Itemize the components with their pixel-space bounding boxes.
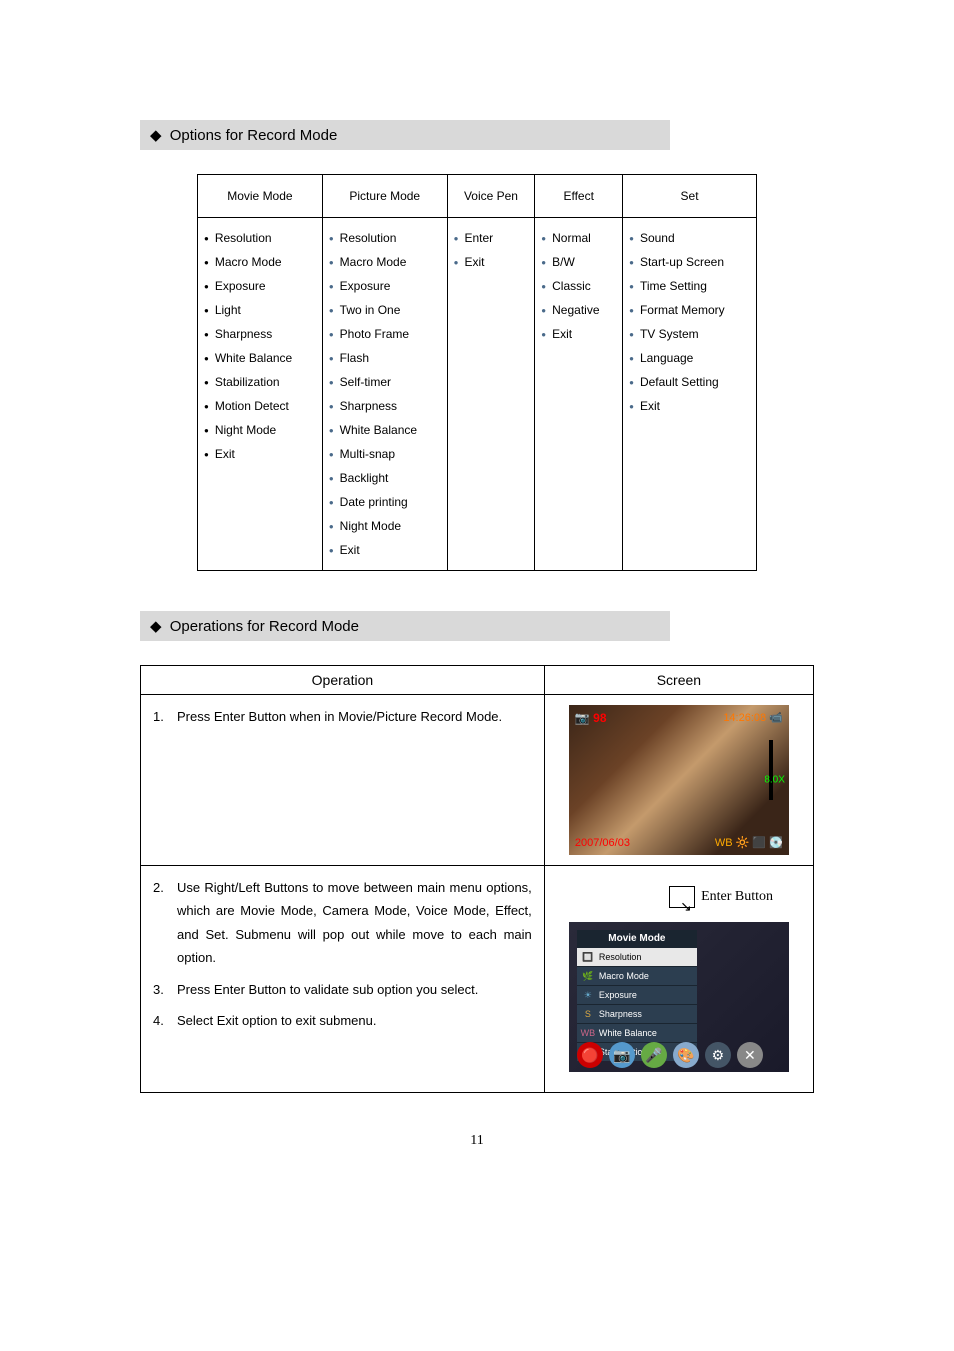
mode-icon: 🔴 xyxy=(577,1042,603,1068)
option-item: White Balance xyxy=(329,418,441,442)
option-item: Exit xyxy=(329,538,441,562)
option-item: Light xyxy=(204,298,316,322)
option-item: Language xyxy=(629,346,750,370)
header-screen: Screen xyxy=(544,666,813,695)
icon-strip: 🔴📷🎤🎨⚙✕ xyxy=(577,1042,763,1068)
menu-item: 🔲Resolution xyxy=(577,947,697,966)
option-item: Night Mode xyxy=(204,418,316,442)
col-movie: ResolutionMacro ModeExposureLightSharpne… xyxy=(198,218,323,571)
menu-item: WBWhite Balance xyxy=(577,1023,697,1042)
header-movie: Movie Mode xyxy=(198,175,323,218)
col-effect: NormalB/WClassicNegativeExit xyxy=(535,218,623,571)
option-item: Classic xyxy=(541,274,616,298)
screen1-top-left: 📷 98 xyxy=(575,711,607,725)
operations-table: Operation Screen 1.Press Enter Button wh… xyxy=(140,665,814,1093)
enter-button-text: Enter Button xyxy=(701,889,773,905)
option-item: TV System xyxy=(629,322,750,346)
option-item: Motion Detect xyxy=(204,394,316,418)
option-item: Exposure xyxy=(329,274,441,298)
col-set: SoundStart-up ScreenTime SettingFormat M… xyxy=(623,218,757,571)
screen1-bottom-right: WB 🔆 ⬛ 💽 xyxy=(715,836,783,849)
option-item: Resolution xyxy=(329,226,441,250)
option-item: Sharpness xyxy=(329,394,441,418)
header-operation: Operation xyxy=(141,666,545,695)
operations-section-header: ◆ Operations for Record Mode xyxy=(140,611,670,641)
diamond-icon: ◆ xyxy=(150,617,162,635)
menu-title: Movie Mode xyxy=(577,930,697,947)
option-item: Exit xyxy=(204,442,316,466)
mode-icon: ⚙ xyxy=(705,1042,731,1068)
option-item: Exit xyxy=(629,394,750,418)
step-item: 1.Press Enter Button when in Movie/Pictu… xyxy=(153,705,532,728)
mode-icon: 🎤 xyxy=(641,1042,667,1068)
row2-screen: ↘ Enter Button Movie Mode 🔲Resolution🌿Ma… xyxy=(544,866,813,1093)
option-item: Format Memory xyxy=(629,298,750,322)
menu-item: ☀Exposure xyxy=(577,985,697,1004)
diamond-icon: ◆ xyxy=(150,126,162,144)
option-item: Photo Frame xyxy=(329,322,441,346)
option-item: Default Setting xyxy=(629,370,750,394)
enter-button-icon: ↘ xyxy=(669,886,695,908)
row2-operation: 2.Use Right/Left Buttons to move between… xyxy=(141,866,545,1093)
option-item: Sharpness xyxy=(204,322,316,346)
option-item: Negative xyxy=(541,298,616,322)
option-item: Macro Mode xyxy=(329,250,441,274)
option-item: Stabilization xyxy=(204,370,316,394)
operations-title: Operations for Record Mode xyxy=(170,618,359,635)
option-item: Multi-snap xyxy=(329,442,441,466)
option-item: White Balance xyxy=(204,346,316,370)
option-item: Night Mode xyxy=(329,514,441,538)
menu-item: 🌿Macro Mode xyxy=(577,966,697,985)
menu-item: SSharpness xyxy=(577,1004,697,1023)
screen-preview-1: 📷 98 14:26:08 📹 8.0X 2007/06/03 WB 🔆 ⬛ 💽 xyxy=(569,705,789,855)
screen1-bottom-left: 2007/06/03 xyxy=(575,837,630,849)
col-picture: ResolutionMacro ModeExposureTwo in OnePh… xyxy=(322,218,447,571)
col-voice: EnterExit xyxy=(447,218,535,571)
page-number: 11 xyxy=(140,1133,814,1149)
option-item: Date printing xyxy=(329,490,441,514)
screen1-top-right: 14:26:08 📹 xyxy=(723,711,783,724)
option-item: Self-timer xyxy=(329,370,441,394)
option-item: Enter xyxy=(454,226,529,250)
row1-operation: 1.Press Enter Button when in Movie/Pictu… xyxy=(141,695,545,866)
row1-screen: 📷 98 14:26:08 📹 8.0X 2007/06/03 WB 🔆 ⬛ 💽 xyxy=(544,695,813,866)
header-voice: Voice Pen xyxy=(447,175,535,218)
options-title: Options for Record Mode xyxy=(170,127,338,144)
option-item: Macro Mode xyxy=(204,250,316,274)
header-effect: Effect xyxy=(535,175,623,218)
mode-icon: 🎨 xyxy=(673,1042,699,1068)
option-item: Two in One xyxy=(329,298,441,322)
step-item: 2.Use Right/Left Buttons to move between… xyxy=(153,876,532,970)
screen1-zoom-bar xyxy=(769,740,773,800)
option-item: Exposure xyxy=(204,274,316,298)
step-item: 3.Press Enter Button to validate sub opt… xyxy=(153,978,532,1001)
options-table: Movie Mode Picture Mode Voice Pen Effect… xyxy=(197,174,757,571)
option-item: Start-up Screen xyxy=(629,250,750,274)
header-picture: Picture Mode xyxy=(322,175,447,218)
option-item: Flash xyxy=(329,346,441,370)
mode-icon: 📷 xyxy=(609,1042,635,1068)
enter-button-callout: ↘ Enter Button xyxy=(565,886,773,908)
step-item: 4.Select Exit option to exit submenu. xyxy=(153,1009,532,1032)
option-item: B/W xyxy=(541,250,616,274)
option-item: Backlight xyxy=(329,466,441,490)
mode-icon: ✕ xyxy=(737,1042,763,1068)
option-item: Exit xyxy=(454,250,529,274)
option-item: Sound xyxy=(629,226,750,250)
option-item: Normal xyxy=(541,226,616,250)
header-set: Set xyxy=(623,175,757,218)
options-section-header: ◆ Options for Record Mode xyxy=(140,120,670,150)
screen1-side: 8.0X xyxy=(764,775,785,786)
option-item: Exit xyxy=(541,322,616,346)
option-item: Time Setting xyxy=(629,274,750,298)
option-item: Resolution xyxy=(204,226,316,250)
screen-preview-2: Movie Mode 🔲Resolution🌿Macro Mode☀Exposu… xyxy=(569,922,789,1072)
